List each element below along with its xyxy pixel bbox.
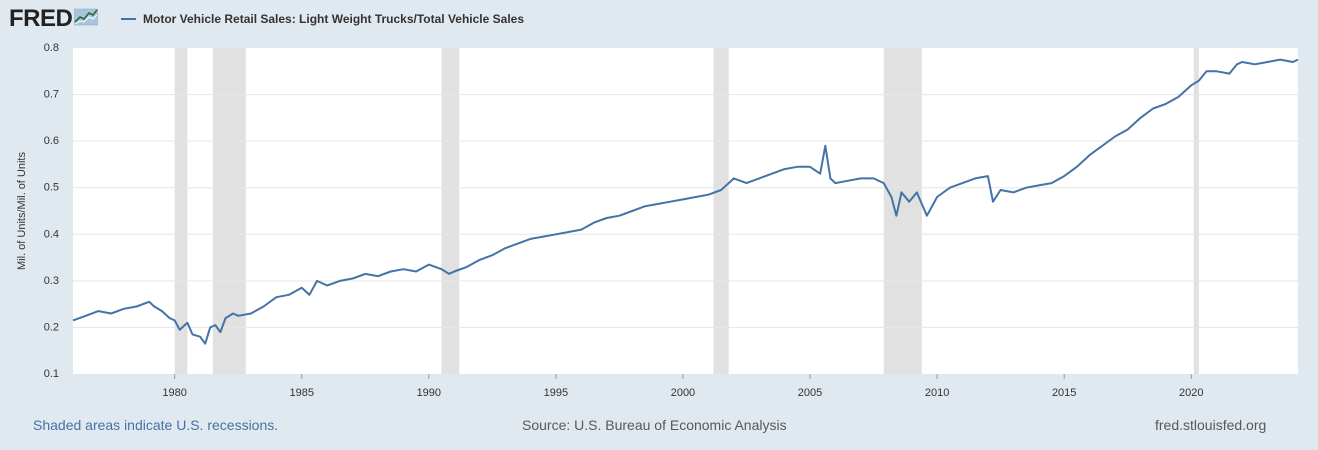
x-tick-label: 2020 xyxy=(1179,387,1203,399)
x-tick-label: 1995 xyxy=(544,387,568,399)
y-axis-title: Mil. of Units/Mil. of Units xyxy=(16,152,28,270)
x-tick-label: 1990 xyxy=(417,387,441,399)
series-layer xyxy=(72,58,1299,345)
recession-bar xyxy=(441,48,460,374)
series-line xyxy=(72,58,1299,345)
recession-bar xyxy=(174,48,188,374)
recession-bar xyxy=(713,48,729,374)
chart-logo-icon xyxy=(74,7,99,32)
recession-bar xyxy=(1193,48,1199,374)
x-tick-label: 2010 xyxy=(925,387,949,399)
y-tick-label: 0.3 xyxy=(44,275,59,287)
site-link[interactable]: fred.stlouisfed.org xyxy=(1155,417,1267,433)
source-note: Source: U.S. Bureau of Economic Analysis xyxy=(522,417,787,433)
y-tick-label: 0.5 xyxy=(44,182,59,194)
plot-area xyxy=(73,48,1298,374)
recession-note-link[interactable]: Shaded areas indicate U.S. recessions. xyxy=(33,417,279,433)
recession-shading xyxy=(174,48,1199,374)
y-tick-label: 0.4 xyxy=(44,228,59,240)
grid-lines xyxy=(73,94,1298,328)
x-tick-label: 2005 xyxy=(798,387,822,399)
logo-text: FRED xyxy=(9,5,73,32)
x-tick-label: 2000 xyxy=(671,387,695,399)
y-axis-ticks: 0.1 0.2 0.3 0.4 0.5 0.6 0.7 0.8 xyxy=(44,42,59,380)
y-tick-label: 0.6 xyxy=(44,135,59,147)
legend-label: Motor Vehicle Retail Sales: Light Weight… xyxy=(143,12,524,26)
x-axis-ticks: 1980 1985 1990 1995 2000 2005 2010 2015 2020 xyxy=(162,374,1203,399)
x-tick-label: 2015 xyxy=(1052,387,1076,399)
y-tick-label: 0.2 xyxy=(44,321,59,333)
recession-bar xyxy=(212,48,246,374)
chart-legend: Motor Vehicle Retail Sales: Light Weight… xyxy=(121,12,524,26)
fred-logo[interactable]: FRED xyxy=(9,5,99,32)
x-tick-label: 1980 xyxy=(162,387,186,399)
y-tick-label: 0.1 xyxy=(44,368,59,380)
x-tick-label: 1985 xyxy=(289,387,313,399)
legend-line-swatch xyxy=(121,18,136,20)
recession-bar xyxy=(883,48,922,374)
y-tick-label: 0.8 xyxy=(44,42,59,54)
y-tick-label: 0.7 xyxy=(44,89,59,101)
